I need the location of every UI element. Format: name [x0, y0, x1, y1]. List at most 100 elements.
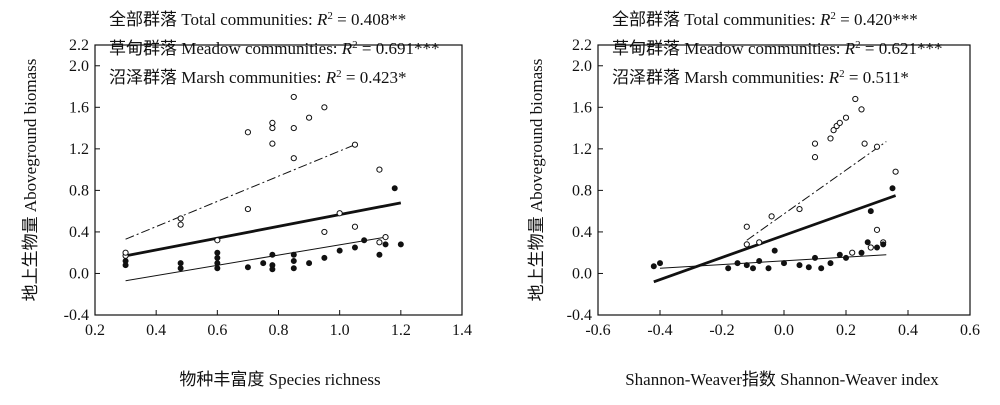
- marsh-point: [864, 239, 871, 246]
- chart-panel-1: 0.2 0.4 0.6 0.8 1.0 1.2 1.4 -0.4 0.0 0.4 0.8 1.2 1.6…: [21, 10, 472, 389]
- marsh-point: [361, 237, 368, 244]
- marsh-point: [269, 251, 276, 258]
- meadow-point: [321, 104, 328, 111]
- meadow-point: [756, 239, 763, 246]
- y-tick-label: 0.8: [572, 182, 592, 199]
- meadow-point: [842, 114, 850, 121]
- annotation-r: R: [828, 68, 840, 87]
- meadow-point: [768, 213, 775, 220]
- meadow-point: [811, 140, 819, 147]
- meadow-point: [376, 166, 383, 173]
- marsh-point: [874, 244, 880, 251]
- annotation-label: 沼泽群落 Marsh communities:: [109, 68, 326, 87]
- annotation-stat: = 0.420***: [836, 10, 918, 29]
- meadow-point: [177, 221, 184, 228]
- meadow-point: [861, 140, 868, 147]
- annotation-stat: = 0.621***: [861, 39, 943, 58]
- annotation-stat: = 0.423*: [342, 68, 407, 87]
- y-tick-label: 2.2: [69, 37, 89, 54]
- y-axis-label: 地上生物量 Aboveground biomass: [21, 59, 40, 302]
- y-tick-label: 1.6: [572, 99, 592, 116]
- marsh-point: [214, 254, 221, 261]
- marsh-point: [771, 247, 778, 254]
- annotation-superscript: 2: [327, 10, 333, 22]
- annotation-superscript: 2: [830, 10, 836, 22]
- marsh-point: [269, 262, 276, 269]
- x-tick-label: 0.4: [146, 322, 166, 339]
- marsh-point: [177, 260, 184, 267]
- annotation-stat: = 0.408**: [333, 10, 406, 29]
- y-tick-label: 2.0: [69, 58, 89, 75]
- annotation-label: 全部群落 Total communities:: [612, 10, 820, 29]
- fit-line-marsh: [125, 236, 386, 282]
- meadow-point: [122, 249, 129, 256]
- marsh-point: [650, 263, 657, 270]
- meadow-point: [852, 95, 859, 103]
- marsh-point: [765, 265, 772, 272]
- meadow-point: [849, 249, 856, 256]
- annotation-label: 沼泽群落 Marsh communities:: [612, 68, 829, 87]
- marsh-point: [818, 265, 825, 272]
- fit-line-meadow: [746, 141, 887, 241]
- meadow-point: [269, 140, 276, 147]
- y-tick-label: 0.0: [572, 265, 592, 282]
- marsh-point: [734, 260, 741, 267]
- marsh-point: [781, 260, 787, 267]
- annotation-stat: = 0.511*: [845, 68, 909, 87]
- marsh-point: [750, 265, 756, 272]
- marsh-point: [122, 258, 129, 264]
- meadow-point: [290, 124, 297, 132]
- y-tick-label: -0.4: [567, 307, 592, 324]
- y-tick-label: 2.2: [572, 37, 592, 54]
- x-tick-label: 0.6: [960, 322, 980, 339]
- annotation-r: R: [341, 39, 353, 58]
- annotation-label: 草甸群落 Meadow communities:: [612, 39, 845, 58]
- marsh-point: [351, 244, 358, 251]
- annotation-superscript: 2: [336, 68, 342, 80]
- annotation-superscript: 2: [352, 39, 358, 51]
- y-tick-label: 0.8: [69, 182, 89, 199]
- marsh-point: [756, 258, 763, 264]
- marsh-point: [290, 265, 297, 272]
- meadow-point: [796, 205, 803, 213]
- x-tick-label: 1.4: [452, 322, 472, 339]
- fit-line-total: [653, 194, 897, 284]
- marsh-point: [843, 254, 849, 261]
- y-tick-label: 2.0: [572, 58, 592, 75]
- marsh-point: [336, 247, 343, 254]
- annotation-1: 全部群落 Total communities: R2 = 0.420***: [612, 10, 918, 29]
- marsh-point: [306, 260, 313, 267]
- x-axis-label: Shannon-Weaver指数 Shannon-Weaver index: [625, 370, 939, 389]
- meadow-point: [305, 114, 313, 121]
- x-tick-label: -0.4: [647, 322, 672, 339]
- marsh-point: [796, 262, 803, 269]
- meadow-point: [836, 119, 843, 126]
- meadow-point: [858, 106, 865, 113]
- marsh-point: [290, 258, 297, 264]
- marsh-point: [244, 264, 251, 271]
- meadow-point: [892, 168, 899, 175]
- meadow-point: [214, 237, 221, 244]
- x-tick-label: -0.6: [585, 322, 610, 339]
- marsh-point: [321, 254, 328, 261]
- annotation-3: 沼泽群落 Marsh communities: R2 = 0.423*: [109, 68, 406, 87]
- x-tick-label: 0.0: [774, 322, 794, 339]
- meadow-point: [867, 244, 874, 251]
- annotation-label: 全部群落 Total communities:: [109, 10, 317, 29]
- meadow-point: [743, 241, 750, 248]
- y-tick-label: 0.4: [69, 224, 89, 241]
- x-tick-label: 0.4: [898, 322, 918, 339]
- meadow-point: [873, 143, 881, 150]
- marsh-point: [382, 241, 389, 248]
- annotation-3: 沼泽群落 Marsh communities: R2 = 0.511*: [612, 68, 909, 87]
- x-tick-label: 0.8: [269, 322, 289, 339]
- meadow-point: [382, 234, 389, 241]
- marsh-point: [867, 208, 874, 215]
- meadow-point: [290, 93, 297, 101]
- chart-panel-2: -0.6 -0.4 -0.2 0.0 0.2 0.4 0.6-0.40.00.40.81.2…: [527, 10, 980, 389]
- annotation-superscript: 2: [839, 68, 845, 80]
- annotation-r: R: [316, 10, 328, 29]
- marsh-point: [836, 251, 843, 258]
- meadow-point: [830, 127, 837, 134]
- marsh-point: [743, 262, 750, 269]
